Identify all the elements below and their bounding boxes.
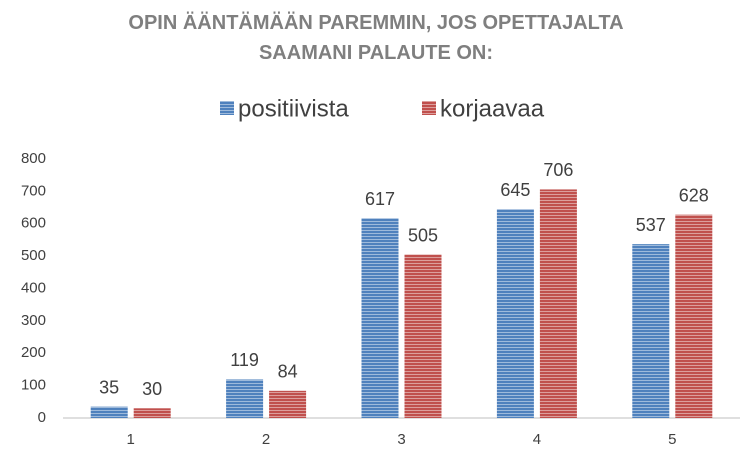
chart-title: OPIN ÄÄNTÄMÄÄN PAREMMIN, JOS OPETTAJALTA… xyxy=(128,12,624,64)
y-tick-label: 0 xyxy=(38,409,46,426)
bar xyxy=(133,408,171,418)
bar xyxy=(269,390,307,418)
y-tick-label: 100 xyxy=(21,377,46,394)
x-tick-label: 4 xyxy=(533,431,541,448)
data-label: 617 xyxy=(365,189,395,209)
y-tick-label: 700 xyxy=(21,182,46,199)
legend-swatch xyxy=(422,101,436,115)
legend-label: positiivista xyxy=(238,95,349,122)
y-tick-label: 400 xyxy=(21,279,46,296)
y-tick-label: 300 xyxy=(21,312,46,329)
y-tick-label: 500 xyxy=(21,247,46,264)
x-tick-label: 5 xyxy=(668,431,676,448)
data-label: 537 xyxy=(636,215,666,235)
legend-swatch xyxy=(220,101,234,115)
data-label: 30 xyxy=(142,379,162,399)
data-label: 645 xyxy=(500,180,530,200)
bar xyxy=(90,406,128,418)
y-tick-label: 800 xyxy=(21,150,46,167)
bar xyxy=(404,254,442,418)
bar xyxy=(675,214,713,418)
legend-label: korjaavaa xyxy=(440,95,545,122)
y-tick-label: 600 xyxy=(21,215,46,232)
bar xyxy=(632,244,670,418)
x-tick-label: 3 xyxy=(397,431,405,448)
bar xyxy=(226,379,264,418)
data-label: 119 xyxy=(230,350,259,370)
bar xyxy=(361,218,399,418)
data-label: 706 xyxy=(543,160,573,180)
data-label: 35 xyxy=(99,377,119,397)
bar xyxy=(496,209,534,418)
x-tick-label: 1 xyxy=(127,431,135,448)
x-tick-label: 2 xyxy=(262,431,270,448)
data-label: 84 xyxy=(278,362,298,382)
y-tick-label: 200 xyxy=(21,344,46,361)
data-label: 505 xyxy=(408,225,438,245)
data-label: 628 xyxy=(679,185,709,205)
bar xyxy=(539,189,577,418)
